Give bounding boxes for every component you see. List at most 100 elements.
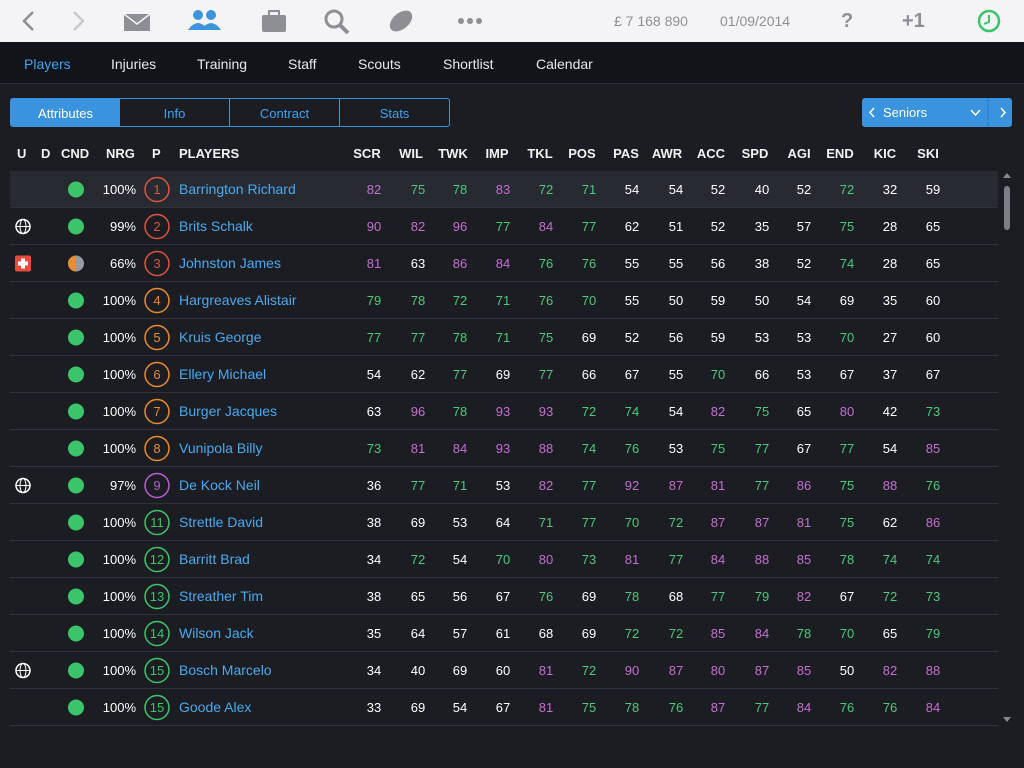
table-row[interactable]: 100% 15 Bosch Marcelo 34 40 69 60 81 72 90 87 80 87 8… (10, 652, 998, 689)
table-row[interactable]: 99% 2 Brits Schalk 90 82 96 77 84 77 62 51 52 35 57 75… (10, 208, 998, 245)
stat-value: 73 (925, 589, 941, 604)
view-tab[interactable]: Contract (229, 98, 340, 127)
more-icon[interactable] (458, 18, 482, 24)
stat-value: 92 (624, 478, 640, 493)
player-name[interactable]: Brits Schalk (179, 218, 253, 234)
stat-value: 77 (452, 367, 468, 382)
forward-button[interactable] (73, 11, 85, 31)
view-tab[interactable]: Attributes (10, 98, 121, 127)
stat-value: 65 (925, 256, 941, 271)
notifications[interactable]: +1 (902, 10, 925, 32)
stat-value: 74 (925, 552, 941, 567)
stat-value: 70 (495, 552, 511, 567)
people-icon[interactable] (188, 10, 221, 30)
table-row[interactable]: 100% 7 Burger Jacques 63 96 78 93 93 72 74 54 82 75 6… (10, 393, 998, 430)
stat-value: 77 (754, 700, 770, 715)
stat-value: 81 (538, 700, 554, 715)
position-badge (144, 176, 170, 203)
stat-value: 34 (366, 552, 382, 567)
stat-value: 38 (366, 515, 382, 530)
player-name[interactable]: De Kock Neil (179, 477, 260, 493)
toolbar-icons (22, 7, 1001, 36)
stat-value: 84 (452, 441, 468, 456)
condition-fill (68, 255, 76, 272)
stat-value: 35 (366, 626, 382, 641)
stat-value: 32 (882, 182, 898, 197)
column-header: SPD (741, 146, 769, 161)
squad-selector[interactable]: Seniors (862, 98, 1012, 127)
column-header: ACC (696, 146, 726, 161)
player-name[interactable]: Bosch Marcelo (179, 662, 272, 678)
player-name[interactable]: Barrington Richard (179, 181, 296, 197)
stat-value: 85 (925, 441, 941, 456)
help-button[interactable]: ? (841, 10, 854, 32)
stat-value: 81 (538, 663, 554, 678)
table-row[interactable]: 100% 12 Barritt Brad 34 72 54 70 80 73 81 77 84 88 85… (10, 541, 998, 578)
briefcase-icon[interactable] (262, 10, 286, 32)
stat-value: 59 (710, 293, 726, 308)
player-name[interactable]: Wilson Jack (179, 625, 254, 641)
table-row[interactable]: 66% 3 Johnston James 81 63 86 84 76 76 55 55 56 38 52… (10, 245, 998, 282)
player-name[interactable]: Barritt Brad (179, 551, 250, 567)
clock-icon[interactable] (977, 9, 1001, 33)
nav-tab[interactable]: Injuries (111, 56, 157, 72)
player-name[interactable]: Strettle David (179, 514, 264, 530)
table-row[interactable]: 100% 11 Strettle David 38 69 53 64 71 77 70 72 87 87… (10, 504, 998, 541)
condition-icon (68, 292, 84, 309)
nav-tab[interactable]: Shortlist (443, 56, 494, 72)
stat-value: 55 (668, 256, 684, 271)
view-tab[interactable]: Stats (339, 98, 450, 127)
position-badge (144, 620, 170, 647)
player-name[interactable]: Goode Alex (179, 699, 252, 715)
view-tab[interactable]: Info (119, 98, 230, 127)
nav-tab[interactable]: Staff (288, 56, 317, 72)
energy: 100% (102, 663, 136, 678)
stat-value: 66 (754, 367, 770, 382)
nav-tab[interactable]: Training (197, 56, 248, 72)
player-name[interactable]: Kruis George (179, 329, 262, 345)
stat-value: 74 (581, 441, 597, 456)
search-icon[interactable] (324, 9, 350, 35)
table-row[interactable]: 100% 13 Streather Tim 38 65 56 67 76 69 78 68 77 79 8… (10, 578, 998, 615)
position-badge (144, 472, 170, 499)
table-row[interactable]: 97% 9 De Kock Neil 36 77 71 53 82 77 92 87 81 77 86 75… (10, 467, 998, 504)
player-name[interactable]: Streather Tim (179, 588, 264, 604)
table-row[interactable]: 100% 15 Goode Alex 33 69 54 67 81 75 78 76 87 77 84 76… (10, 689, 998, 726)
energy: 97% (109, 478, 136, 493)
condition-icon (68, 551, 84, 568)
table-row[interactable]: 100% 4 Hargreaves Alistair 79 78 72 71 76 70 55 50… (10, 282, 998, 319)
stat-value: 87 (668, 663, 684, 678)
back-button[interactable] (22, 11, 34, 31)
position-number: 12 (149, 552, 165, 567)
table-row[interactable]: 100% 1 Barrington Richard 82 75 78 83 72 71 54 54 5… (10, 171, 998, 208)
stat-value: 62 (882, 515, 898, 530)
condition-icon (68, 181, 84, 198)
nav-tab[interactable]: Calendar (536, 56, 593, 72)
player-name[interactable]: Burger Jacques (179, 403, 278, 419)
table-row[interactable]: 100% 14 Wilson Jack 35 64 57 61 68 69 72 72 85 84 78 7… (10, 615, 998, 652)
table-row[interactable]: 100% 6 Ellery Michael 54 62 77 69 77 66 67 55 70 66 5… (10, 356, 998, 393)
column-header: KIC (873, 146, 897, 161)
stat-value: 35 (882, 293, 898, 308)
player-name[interactable]: Johnston James (179, 255, 281, 271)
stat-value: 84 (710, 552, 726, 567)
condition-icon (68, 440, 84, 457)
nav-tab[interactable]: Scouts (358, 56, 401, 72)
mail-icon[interactable] (123, 13, 151, 31)
condition-icon (68, 699, 84, 716)
player-name[interactable]: Vunipola Billy (179, 440, 263, 456)
stat-value: 72 (668, 515, 684, 530)
money: £ 7 168 890 (614, 13, 688, 29)
table-row[interactable]: 100% 8 Vunipola Billy 73 81 84 93 88 74 76 53 75 77 6… (10, 430, 998, 467)
player-name[interactable]: Ellery Michael (179, 366, 267, 382)
stat-value: 77 (581, 478, 597, 493)
table-row[interactable]: 100% 5 Kruis George 77 77 78 71 75 69 52 56 59 53 53 7… (10, 319, 998, 356)
stat-value: 71 (495, 293, 511, 308)
position-number: 15 (149, 663, 165, 678)
condition-icon (68, 477, 84, 494)
ball-icon[interactable] (386, 7, 416, 36)
stat-value: 75 (538, 330, 554, 345)
nav-tab[interactable]: Players (24, 56, 71, 72)
scrollbar[interactable] (1001, 172, 1013, 724)
player-name[interactable]: Hargreaves Alistair (179, 292, 297, 308)
